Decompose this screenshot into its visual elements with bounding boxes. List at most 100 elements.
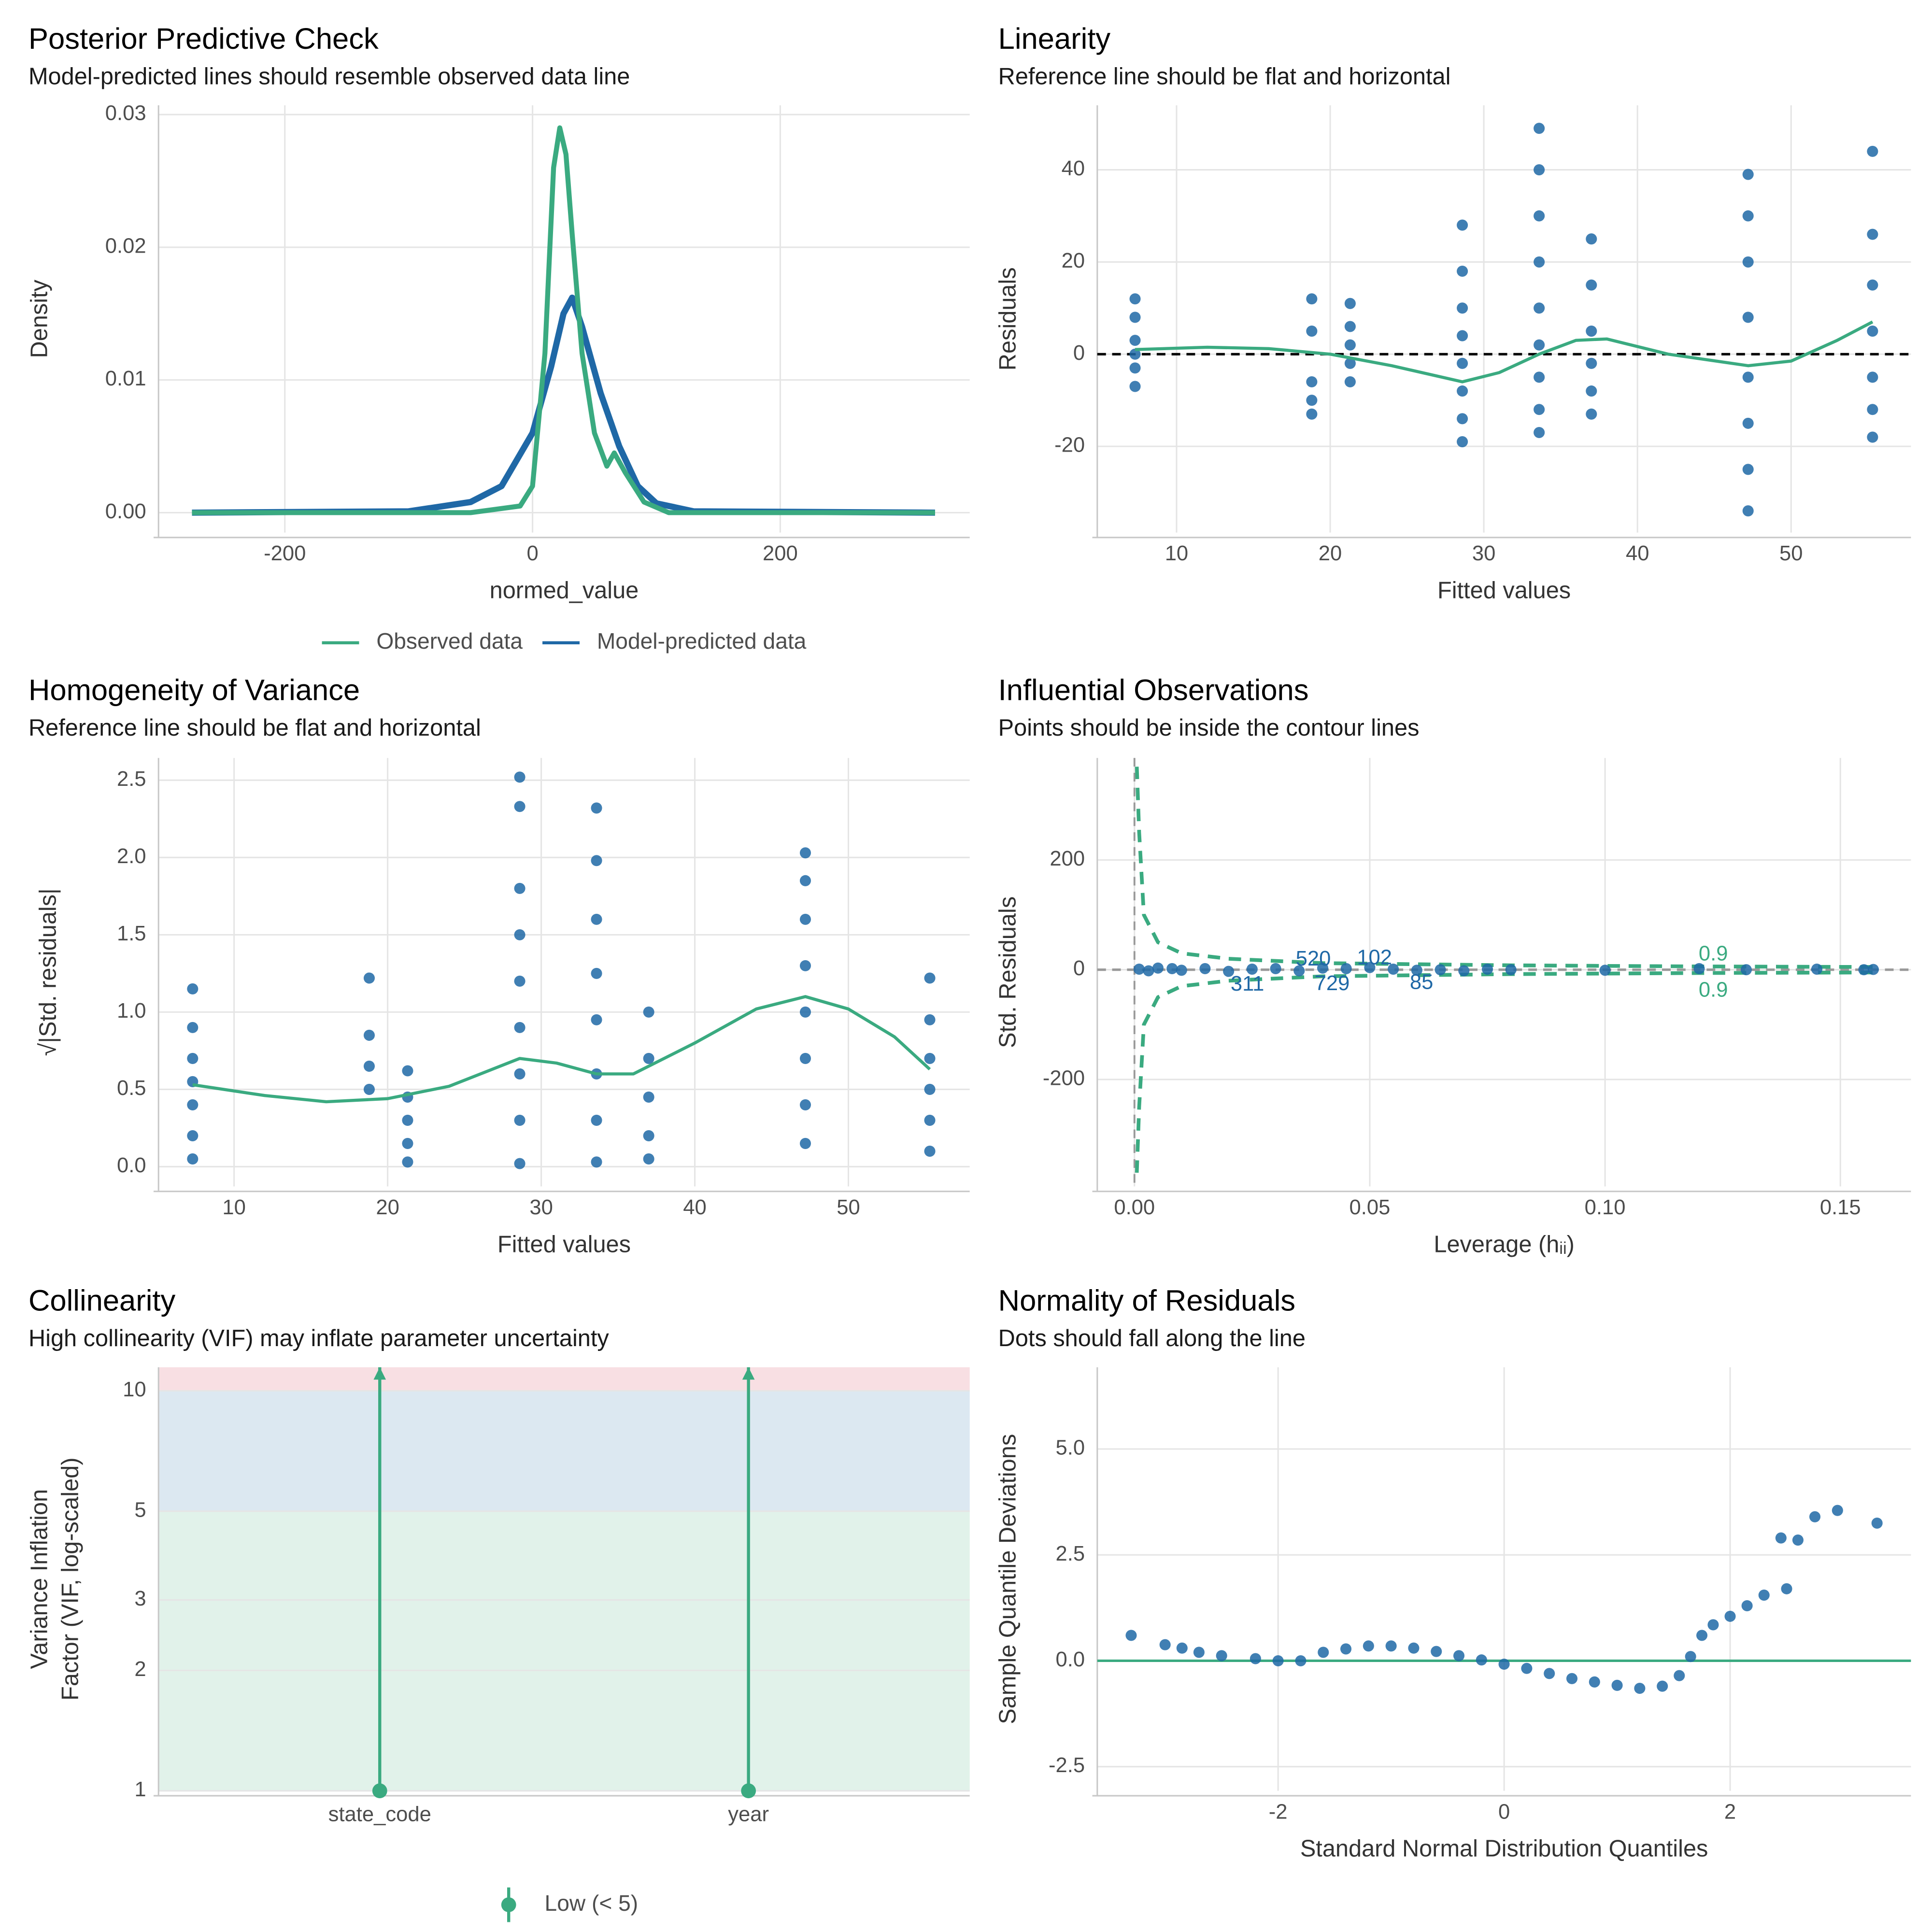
point <box>1505 964 1517 976</box>
point <box>402 1114 413 1126</box>
point <box>1867 279 1878 291</box>
point <box>1498 1658 1510 1670</box>
point <box>1740 964 1752 976</box>
legend-key <box>501 1887 516 1922</box>
point <box>187 1022 199 1033</box>
point <box>1599 965 1611 976</box>
point <box>1534 256 1545 268</box>
point <box>1742 371 1754 383</box>
panel-title: Influential Observations <box>998 674 1309 707</box>
point <box>1832 1505 1843 1516</box>
panel-title: Linearity <box>998 22 1111 56</box>
point <box>1534 302 1545 314</box>
y-tick-label: 1.0 <box>117 999 146 1023</box>
point <box>1742 256 1754 268</box>
panel-subtitle: Reference line should be flat and horizo… <box>998 63 1451 89</box>
point <box>1811 964 1823 975</box>
point <box>1344 298 1356 309</box>
point <box>591 1156 602 1168</box>
point <box>1586 357 1597 369</box>
point <box>1270 963 1281 974</box>
panel-subtitle: Model-predicted lines should resemble ob… <box>28 63 630 89</box>
y-axis-title: Residuals <box>995 267 1021 370</box>
point <box>1534 210 1545 222</box>
panel: Influential Observations Points should be… <box>995 674 1911 1257</box>
point <box>1867 228 1878 240</box>
point <box>1867 371 1878 383</box>
y-tick-label: 0 <box>1073 341 1085 365</box>
point <box>1340 1643 1352 1655</box>
y-tick-label: 3 <box>134 1587 146 1610</box>
point <box>799 847 811 859</box>
point <box>799 913 811 925</box>
y-tick-label: 0.0 <box>117 1154 146 1177</box>
point <box>1272 1655 1284 1667</box>
point <box>1867 326 1878 337</box>
point <box>1534 164 1545 176</box>
point <box>1707 1619 1719 1631</box>
point <box>514 882 526 894</box>
point <box>1534 426 1545 439</box>
density-line <box>192 294 935 516</box>
panel: Collinearity High collinearity (VIF) may … <box>26 1284 970 1922</box>
point <box>1758 1590 1770 1601</box>
x-axis-title: normed_value <box>490 578 639 604</box>
point <box>1408 1642 1420 1654</box>
point <box>1250 1653 1261 1664</box>
x-tick-label: 0.15 <box>1820 1196 1861 1219</box>
y-axis-title: Sample Quantile Deviations <box>995 1434 1021 1724</box>
x-tick-label: -200 <box>264 542 306 565</box>
y-axis-title: Variance Inflation <box>26 1489 52 1669</box>
panel-title: Posterior Predictive Check <box>28 22 379 56</box>
point <box>1544 1668 1555 1679</box>
point <box>924 1145 936 1157</box>
legend-label: Observed data <box>376 628 523 653</box>
point <box>1216 1650 1227 1662</box>
point <box>187 1153 199 1165</box>
point <box>1521 1662 1533 1674</box>
point <box>591 1014 602 1025</box>
point <box>1742 312 1754 323</box>
x-axis-title: Standard Normal Distribution Quantiles <box>1300 1836 1708 1862</box>
point <box>799 1052 811 1064</box>
point <box>1534 123 1545 134</box>
point <box>187 1099 199 1110</box>
point <box>1742 505 1754 517</box>
legend-label: Low (< 5) <box>545 1890 639 1916</box>
point <box>799 1006 811 1018</box>
point <box>1457 219 1468 231</box>
x-tick-label: 0.05 <box>1350 1196 1391 1219</box>
y-tick-label: 0.03 <box>105 102 146 125</box>
point <box>1176 965 1187 976</box>
point <box>514 929 526 940</box>
point <box>1634 1682 1646 1694</box>
point <box>402 1156 413 1168</box>
point <box>514 1068 526 1080</box>
x-axis-title: Fitted values <box>497 1231 631 1257</box>
point <box>1589 1676 1600 1688</box>
point <box>591 855 602 867</box>
point <box>1481 964 1493 975</box>
y-tick-label: 2 <box>134 1658 146 1681</box>
point <box>1457 357 1468 369</box>
point <box>591 967 602 979</box>
y-tick-label: 5 <box>134 1498 146 1521</box>
point <box>1742 169 1754 180</box>
point <box>1586 279 1597 291</box>
point <box>1775 1532 1787 1544</box>
panel-title: Collinearity <box>28 1284 176 1318</box>
point <box>363 1083 375 1095</box>
point <box>1657 1680 1668 1692</box>
x-tick-label: 10 <box>1165 542 1188 565</box>
point <box>187 1052 199 1064</box>
point <box>1781 1583 1792 1594</box>
smooth-line <box>192 995 931 1104</box>
point <box>363 1029 375 1041</box>
point <box>1742 464 1754 475</box>
legend: Observed data Model-predicted data <box>322 628 807 653</box>
point <box>514 1114 526 1126</box>
point <box>1867 431 1878 443</box>
y-tick-label: -2.5 <box>1049 1754 1085 1777</box>
